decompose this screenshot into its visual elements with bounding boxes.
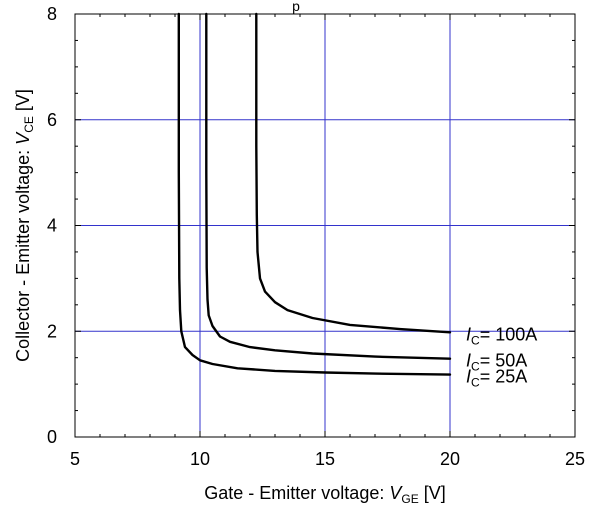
series-line: [255, 12, 452, 334]
series-label-subscript: C: [471, 360, 480, 374]
chart-title-fragment: p: [292, 0, 300, 14]
x-tick-label: 20: [440, 449, 460, 469]
x-axis-label-prefix: Gate - Emitter voltage:: [204, 483, 389, 503]
y-tick-label: 0: [47, 427, 57, 447]
series-line: [205, 12, 452, 360]
tick-marks: [74, 13, 576, 438]
series-label-symbol: I: [466, 351, 471, 371]
y-axis-label: Collector - Emitter voltage: VCE [V]: [13, 89, 36, 362]
x-axis-label: Gate - Emitter voltage: VGE [V]: [204, 483, 445, 506]
series-label-symbol: I: [466, 367, 471, 387]
tick-labels: 5 10 15 20 25 0 2 4 6 8: [47, 4, 585, 469]
x-axis-label-unit: [V]: [419, 483, 446, 503]
y-tick-label: 8: [47, 4, 57, 24]
series-label-text: = 50A: [480, 351, 528, 371]
x-axis-label-subscript: GE: [401, 492, 418, 506]
series-label: IC= 25A: [466, 367, 527, 390]
y-axis-label-symbol: V: [13, 131, 33, 145]
y-axis-label-subscript: CE: [22, 116, 36, 133]
series-label-text: = 100A: [480, 324, 538, 344]
series-label: IC= 50A: [466, 351, 527, 374]
y-tick-label: 4: [47, 216, 57, 236]
x-tick-label: 25: [565, 449, 585, 469]
series-label-subscript: C: [471, 333, 480, 347]
x-tick-label: 15: [315, 449, 335, 469]
x-tick-label: 5: [70, 449, 80, 469]
series-line: [177, 12, 452, 376]
grid: [75, 14, 575, 437]
x-axis-label-symbol: V: [389, 483, 403, 503]
y-axis-label-prefix: Collector - Emitter voltage:: [13, 145, 33, 362]
y-tick-label: 2: [47, 321, 57, 341]
y-axis-label-unit: [V]: [13, 89, 33, 116]
series-label-text: = 25A: [480, 367, 528, 387]
y-tick-label: 6: [47, 110, 57, 130]
series-label: IC= 100A: [466, 324, 537, 347]
series-group: [177, 12, 452, 376]
series-label-subscript: C: [471, 376, 480, 390]
x-tick-label: 10: [190, 449, 210, 469]
series-label-symbol: I: [466, 324, 471, 344]
